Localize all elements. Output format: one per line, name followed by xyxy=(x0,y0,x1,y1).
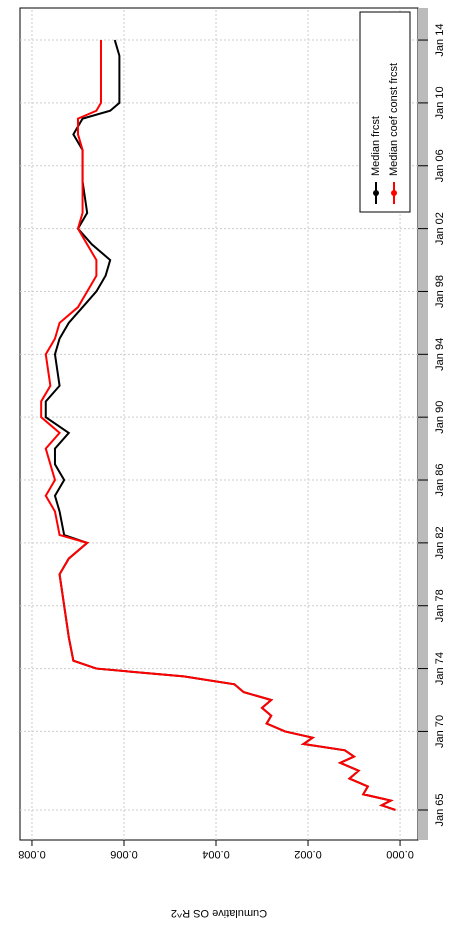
legend-box xyxy=(359,11,411,213)
plot-frame xyxy=(19,7,419,841)
legend-dot xyxy=(391,190,397,196)
x-tick-label: Jan 86 xyxy=(434,464,446,497)
y-tick-label: 0.000 xyxy=(386,848,414,860)
plot-rotated: 0.000 0.002 0.004 0.006 0.008 Jan 65 Jan 70 Jan… xyxy=(18,7,446,919)
legend-dot xyxy=(373,190,379,196)
x-tick-label: Jan 82 xyxy=(434,526,446,559)
x-tick-label: Jan 90 xyxy=(434,401,446,434)
legend-label: Median coef const frcst xyxy=(388,63,400,176)
minor-tick-band xyxy=(418,8,428,840)
x-tick-label: Jan 94 xyxy=(434,338,446,371)
y-tick-label: 0.008 xyxy=(18,848,46,860)
y-tick-label: 0.002 xyxy=(294,848,322,860)
series-line xyxy=(40,40,396,811)
x-tick-label: Jan 65 xyxy=(434,793,446,826)
x-tick-label: Jan 06 xyxy=(434,149,446,182)
x-tick-label: Jan 70 xyxy=(434,715,446,748)
x-tick-label: Jan 74 xyxy=(434,652,446,685)
legend-label: Median frcst xyxy=(370,116,382,176)
x-tick-label: Jan 98 xyxy=(434,275,446,308)
y-tick-label: 0.004 xyxy=(202,848,230,860)
x-tick-label: Jan 10 xyxy=(434,86,446,119)
x-tick-label: Jan 78 xyxy=(434,589,446,622)
y-axis-title: Cumulative OS R^2 xyxy=(171,907,267,919)
x-tick-label: Jan 14 xyxy=(434,24,446,57)
y-tick-label: 0.006 xyxy=(110,848,138,860)
x-tick-label: Jan 02 xyxy=(434,212,446,245)
series-line xyxy=(44,39,396,811)
